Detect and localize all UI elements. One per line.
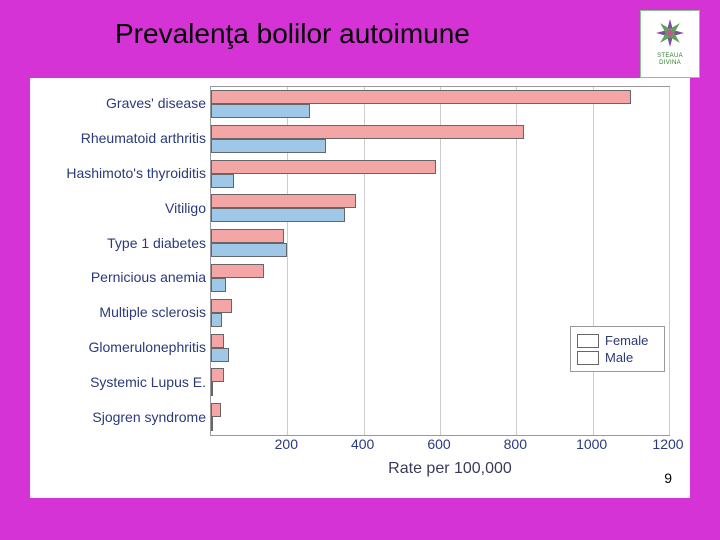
x-tick: 800 bbox=[495, 436, 535, 452]
star-icon bbox=[652, 15, 688, 51]
legend-swatch-male bbox=[577, 351, 599, 365]
bar-male bbox=[211, 104, 310, 118]
bar-male bbox=[211, 348, 229, 362]
bar-female bbox=[211, 403, 221, 417]
category-label: Glomerulonephritis bbox=[36, 339, 206, 355]
bar-male bbox=[211, 313, 222, 327]
category-label: Pernicious anemia bbox=[36, 269, 206, 285]
page-title: Prevalenţa bolilor autoimune bbox=[115, 18, 470, 50]
bar-female bbox=[211, 194, 356, 208]
category-label: Systemic Lupus E. bbox=[36, 374, 206, 390]
x-tick: 1200 bbox=[648, 436, 688, 452]
bar-female bbox=[211, 125, 524, 139]
bar-male bbox=[211, 382, 213, 396]
legend: Female Male bbox=[570, 326, 665, 372]
bar-female bbox=[211, 90, 631, 104]
slide: Prevalenţa bolilor autoimune STEAUA DIVI… bbox=[0, 0, 720, 540]
category-label: Type 1 diabetes bbox=[36, 235, 206, 251]
x-tick: 600 bbox=[419, 436, 459, 452]
gridline bbox=[364, 87, 365, 435]
page-number: 9 bbox=[664, 470, 672, 486]
x-tick: 400 bbox=[343, 436, 383, 452]
bar-female bbox=[211, 334, 224, 348]
gridline bbox=[593, 87, 594, 435]
legend-swatch-female bbox=[577, 334, 599, 348]
legend-item-male: Male bbox=[577, 350, 658, 365]
category-label: Vitiligo bbox=[36, 200, 206, 216]
bar-female bbox=[211, 229, 284, 243]
bar-male bbox=[211, 208, 345, 222]
gridline bbox=[440, 87, 441, 435]
bar-female bbox=[211, 264, 264, 278]
x-tick: 1000 bbox=[572, 436, 612, 452]
gridline bbox=[669, 87, 670, 435]
brand-text: STEAUA DIVINA bbox=[657, 53, 683, 67]
bar-male bbox=[211, 417, 213, 431]
category-label: Rheumatoid arthritis bbox=[36, 130, 206, 146]
legend-label: Female bbox=[605, 333, 648, 348]
bar-female bbox=[211, 368, 224, 382]
category-label: Graves' disease bbox=[36, 95, 206, 111]
category-label: Sjogren syndrome bbox=[36, 409, 206, 425]
x-axis-label: Rate per 100,000 bbox=[120, 460, 720, 478]
plot-box bbox=[210, 86, 670, 436]
legend-item-female: Female bbox=[577, 333, 658, 348]
category-label: Multiple sclerosis bbox=[36, 304, 206, 320]
bar-male bbox=[211, 243, 287, 257]
gridline bbox=[516, 87, 517, 435]
prevalence-chart: Graves' disease Rheumatoid arthritis Hashi… bbox=[30, 78, 690, 498]
bar-female bbox=[211, 299, 232, 313]
bar-male bbox=[211, 139, 326, 153]
bar-female bbox=[211, 160, 436, 174]
brand-logo: STEAUA DIVINA bbox=[640, 10, 700, 78]
x-tick: 200 bbox=[266, 436, 306, 452]
category-label: Hashimoto's thyroiditis bbox=[36, 165, 206, 181]
bar-male bbox=[211, 174, 234, 188]
bar-male bbox=[211, 278, 226, 292]
legend-label: Male bbox=[605, 350, 633, 365]
